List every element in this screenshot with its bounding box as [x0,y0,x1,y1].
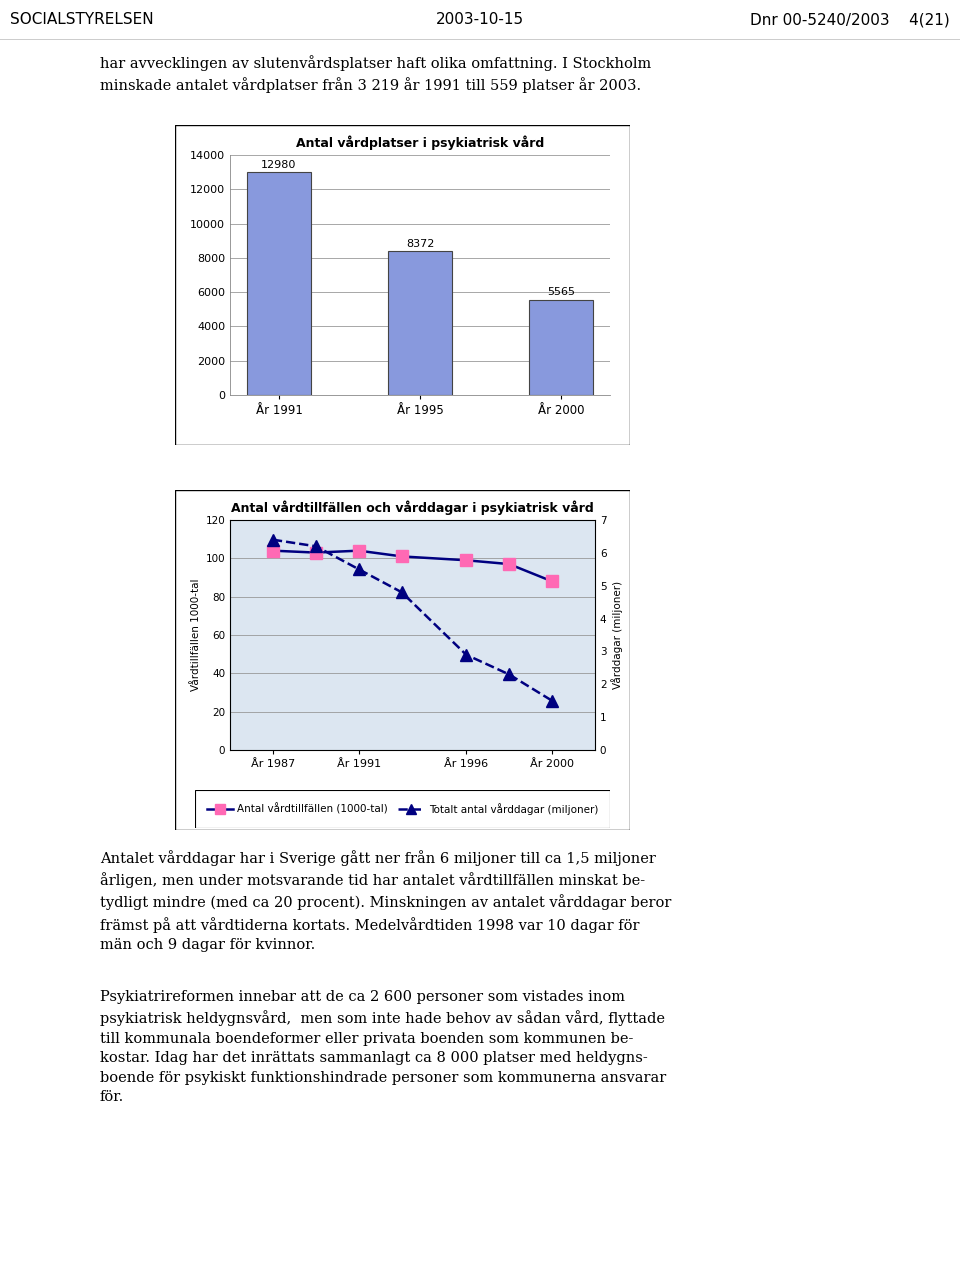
Bar [529,299,592,395]
FancyBboxPatch shape [175,126,630,445]
Legend: Antal vårdtillfällen (1000-tal), Totalt antal vårddagar (miljoner): Antal vårdtillfällen (1000-tal), Totalt … [203,799,602,819]
Y-axis label: Vårddagar (miljoner): Vårddagar (miljoner) [611,581,622,689]
FancyBboxPatch shape [195,791,610,827]
Title: Antal vårdplatser i psykiatrisk vård: Antal vårdplatser i psykiatrisk vård [296,135,544,150]
Text: 12980: 12980 [261,160,297,170]
Text: 8372: 8372 [406,239,434,249]
Bar [388,251,452,395]
Text: 2003-10-15: 2003-10-15 [436,13,524,28]
Bar [248,173,311,395]
Text: Antalet vårddagar har i Sverige gått ner från 6 miljoner till ca 1,5 miljoner
år: Antalet vårddagar har i Sverige gått ner… [100,850,671,952]
Text: SOCIALSTYRELSEN: SOCIALSTYRELSEN [10,13,154,28]
Text: Psykiatrireformen innebar att de ca 2 600 personer som vistades inom
psykiatrisk: Psykiatrireformen innebar att de ca 2 60… [100,990,666,1104]
Title: Antal vårdtillfällen och vårddagar i psykiatrisk vård: Antal vårdtillfällen och vårddagar i psy… [231,500,594,515]
Y-axis label: Vårdtillfällen 1000-tal: Vårdtillfällen 1000-tal [191,579,202,692]
Text: 5565: 5565 [547,287,575,297]
Text: Dnr 00-5240/2003    4(21): Dnr 00-5240/2003 4(21) [751,13,950,28]
FancyBboxPatch shape [175,490,630,830]
Text: har avvecklingen av slutenvårdsplatser haft olika omfattning. I Stockholm
minska: har avvecklingen av slutenvårdsplatser h… [100,55,651,93]
